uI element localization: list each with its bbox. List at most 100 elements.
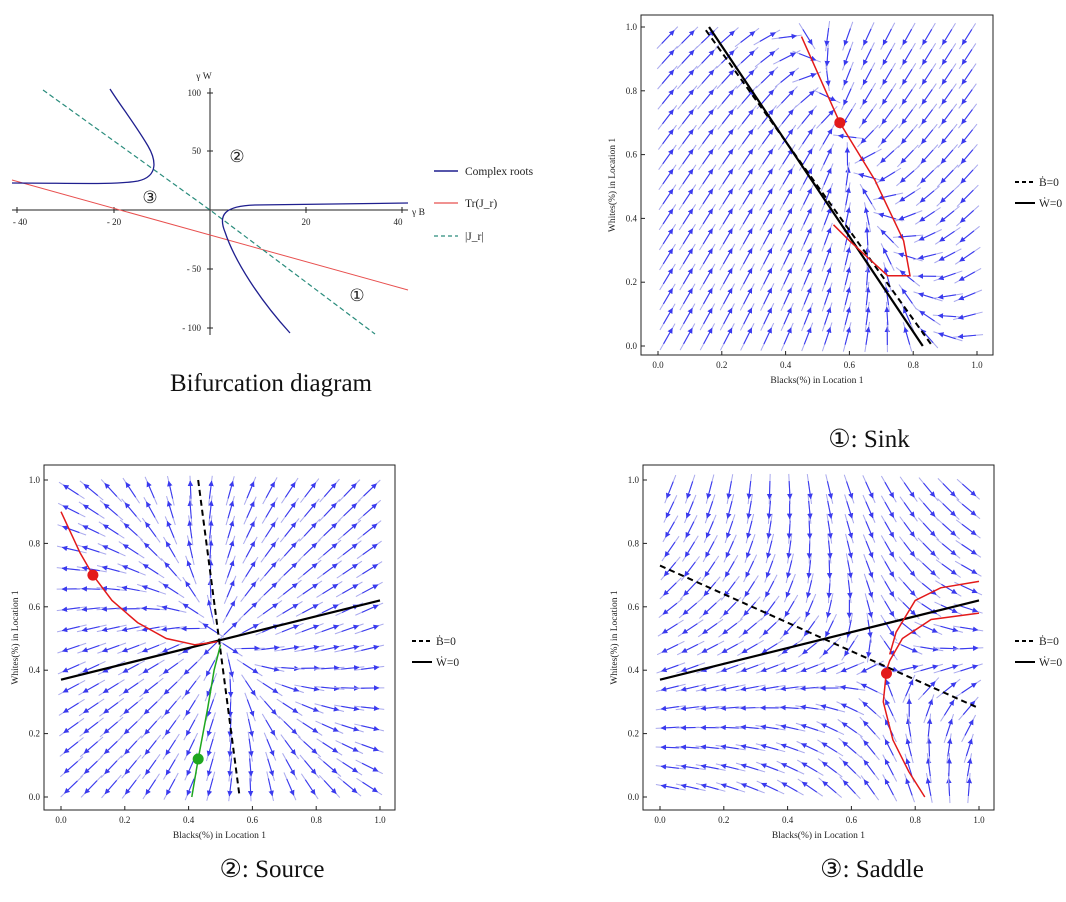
initial-point [834, 117, 846, 129]
field-arrow [941, 89, 953, 105]
plot-caption: ③: Saddle [820, 856, 924, 883]
field-arrow [844, 267, 852, 286]
field-arrow [827, 500, 833, 519]
field-arrow [165, 759, 176, 776]
field-arrow [162, 583, 179, 595]
trajectory [888, 580, 980, 655]
field-arrow [145, 779, 157, 795]
field-arrow [822, 780, 837, 794]
field-arrow [660, 783, 679, 790]
field-arrow [902, 48, 913, 66]
legend-label: Ẇ=0 [1039, 654, 1062, 669]
field-arrow [167, 480, 174, 499]
field-arrow [920, 646, 939, 652]
field-arrow [763, 267, 773, 285]
field-arrow [205, 660, 216, 677]
field-arrow [141, 605, 160, 612]
field-arrow [742, 247, 753, 265]
field-arrow [681, 49, 695, 64]
field-arrow [62, 645, 80, 653]
field-arrow [961, 69, 973, 85]
legend-label: Ḃ=0 [1039, 634, 1059, 648]
field-arrow [862, 188, 873, 205]
field-arrow [141, 644, 160, 653]
field-arrow [845, 167, 851, 186]
field-arrow [285, 759, 296, 776]
field-arrow [742, 188, 753, 205]
field-arrow [61, 606, 80, 613]
field-arrow [343, 483, 357, 497]
legend-label: Ḃ=0 [1039, 175, 1059, 189]
field-arrow [821, 761, 837, 774]
field-arrow [760, 70, 775, 84]
field-arrow [900, 170, 915, 183]
field-arrow [703, 307, 713, 325]
field-arrow [866, 580, 874, 598]
field-arrow [802, 148, 813, 165]
field-arrow [81, 644, 100, 653]
field-arrow [824, 267, 832, 285]
field-arrow [901, 622, 917, 635]
field-arrow [740, 664, 759, 673]
field-arrow [302, 722, 319, 733]
x-tick-label: 1.0 [971, 360, 983, 370]
field-arrow [862, 48, 872, 66]
bif-x-tick: - 40 [13, 217, 28, 227]
w-dot-nullcline [659, 599, 980, 681]
field-arrow [743, 307, 753, 325]
field-arrow [865, 560, 874, 578]
field-arrow [881, 109, 893, 125]
field-arrow [700, 685, 719, 692]
field-arrow [247, 758, 254, 777]
y-axis-label: Whites(%) in Location 1 [609, 590, 620, 684]
field-arrow [807, 500, 813, 520]
field-arrow [884, 541, 895, 558]
field-arrow [960, 605, 979, 613]
field-arrow [919, 190, 935, 203]
field-arrow [680, 783, 699, 790]
field-arrow [766, 540, 773, 559]
field-arrow [684, 561, 696, 577]
field-arrow [361, 705, 380, 711]
field-arrow [921, 69, 933, 85]
x-tick-label: 0.2 [119, 815, 130, 825]
field-arrow [938, 251, 956, 261]
region-label-1: ① [349, 286, 364, 305]
field-arrow [322, 563, 338, 575]
field-arrow [900, 644, 918, 653]
field-arrow [783, 621, 796, 636]
field-arrow [720, 705, 739, 711]
field-arrow [866, 600, 874, 618]
field-arrow [783, 267, 792, 285]
field-arrow [83, 483, 99, 496]
field-arrow [942, 483, 956, 497]
field-arrow [883, 640, 895, 657]
field-arrow [682, 228, 694, 245]
field-arrow [682, 109, 694, 125]
field-arrow [860, 663, 878, 673]
field-arrow [722, 208, 733, 225]
field-arrow [284, 522, 297, 537]
field-arrow [660, 725, 679, 731]
field-arrow [861, 109, 873, 125]
field-arrow [903, 482, 915, 498]
field-arrow [123, 523, 138, 536]
field-arrow [705, 541, 715, 558]
field-arrow [243, 602, 258, 616]
field-arrow [720, 685, 739, 692]
field-arrow [83, 741, 98, 754]
field-arrow [267, 778, 274, 797]
field-arrow [341, 665, 360, 671]
det-jr-line [42, 89, 376, 335]
field-arrow [663, 307, 673, 325]
field-arrow [282, 583, 298, 595]
field-arrow [827, 520, 833, 539]
field-arrow [863, 779, 875, 795]
field-arrow [787, 481, 793, 500]
field-arrow [844, 286, 852, 305]
y-tick-label: 1.0 [29, 475, 41, 485]
field-arrow [81, 626, 100, 633]
field-arrow [903, 522, 915, 538]
field-arrow [863, 28, 872, 46]
